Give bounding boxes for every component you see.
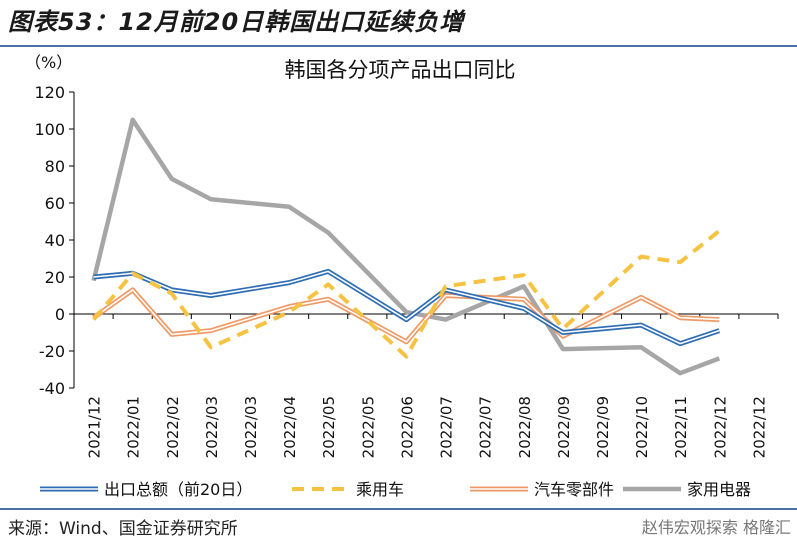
x-tick-label: 2022/01 [125,396,143,458]
y-axis-unit-label: （%） [25,53,72,72]
line-chart: 韩国各分项产品出口同比 （%） -40 -20 0 20 40 60 80 100 120 20… [25,53,779,499]
series-layer [91,117,721,376]
y-tick-label: 100 [34,120,65,139]
legend-label: 汽车零部件 [534,480,614,499]
y-tick-label: 120 [34,83,65,102]
x-tick-label: 2022/04 [281,396,299,458]
series-line-total-exports-group [93,268,721,347]
x-tick-label: 2022/08 [516,396,534,458]
y-tick-label: 80 [45,157,65,176]
series-line-auto-parts-inner [93,289,720,343]
series-line-home-appliances [91,117,721,376]
legend-item: 出口总额（前20日） [40,480,252,499]
series-line-auto-parts-group [92,287,720,345]
x-tick-label: 2022/05 [359,396,377,458]
x-tick-label: 2022/02 [164,396,182,458]
series-line-total-exports-inner [93,270,720,345]
y-tick-label: -40 [39,379,65,398]
x-tick-label: 2021/12 [86,396,104,458]
legend-label: 出口总额（前20日） [104,480,252,499]
legend-item: 汽车零部件 [470,480,614,499]
y-tick-label: 0 [55,305,65,324]
x-tick-label: 2022/09 [594,396,612,458]
y-tick-label: 40 [45,231,65,250]
legend-item: 家用电器 [623,480,751,499]
watermark: 赵伟宏观探索 格隆汇 [641,518,791,537]
x-tick-label: 2022/11 [672,396,690,458]
x-tick-label: 2022/07 [438,396,456,458]
series-line-passenger-cars [92,229,721,359]
x-tick-label: 2022/07 [477,396,495,458]
x-tick-label: 2022/12 [750,396,768,458]
x-tick-label: 2022/03 [203,396,221,458]
x-tick-label: 2022/03 [242,396,260,458]
y-tick-label: -20 [39,342,65,361]
y-axis-ticks: -40 -20 0 20 40 60 80 100 120 [34,83,74,398]
legend: 出口总额（前20日） 乘用车 汽车零部件 家用电器 [40,480,751,499]
y-tick-label: 20 [45,268,65,287]
x-tick-label: 2022/10 [633,396,651,458]
source-note: 来源：Wind、国金证券研究所 [8,519,238,539]
series-line-home-appliances-group [91,117,721,376]
legend-item: 乘用车 [292,480,404,499]
legend-label: 乘用车 [356,480,404,499]
legend-label: 家用电器 [687,480,751,499]
x-tick-label: 2022/09 [555,396,573,458]
source-divider [0,508,797,510]
series-line-passenger-cars-group [92,229,721,359]
x-tick-label: 2022/12 [711,396,729,458]
chart-title: 韩国各分项产品出口同比 [285,58,516,82]
y-tick-label: 60 [45,194,65,213]
figure-title: 图表53：12月前20日韩国出口延续负增 [8,8,465,36]
x-tick-label: 2022/05 [320,396,338,458]
title-divider [0,45,797,47]
x-tick-label: 2022/06 [398,396,416,458]
